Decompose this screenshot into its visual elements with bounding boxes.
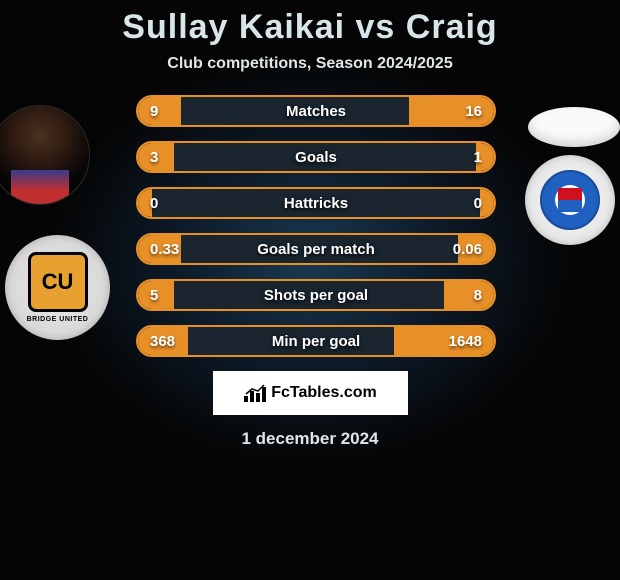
stat-fill-right: [444, 281, 494, 309]
stat-value-right: 8: [474, 287, 482, 304]
attribution-badge: FcTables.com: [213, 371, 408, 415]
stat-value-right: 1648: [449, 333, 482, 350]
stat-label: Matches: [286, 103, 346, 120]
club-right-crest: [540, 170, 600, 230]
player-avatar-left: [0, 105, 90, 205]
stat-row: 3 Goals 1: [136, 141, 496, 173]
stat-value-right: 0: [474, 195, 482, 212]
club-left-initials: CU: [28, 252, 88, 312]
stat-row: 0.33 Goals per match 0.06: [136, 233, 496, 265]
stat-value-left: 368: [150, 333, 175, 350]
club-left-name: BRIDGE UNITED: [27, 316, 89, 323]
stat-value-right: 16: [465, 103, 482, 120]
stat-value-right: 0.06: [453, 241, 482, 258]
stat-label: Hattricks: [284, 195, 348, 212]
stat-label: Min per goal: [272, 333, 360, 350]
stat-rows-container: 9 Matches 16 3 Goals 1 0 Hattricks 0 0.33 Goals pe…: [136, 95, 496, 357]
stat-value-left: 3: [150, 149, 158, 166]
stat-value-left: 0.33: [150, 241, 179, 258]
stats-area: CU BRIDGE UNITED 9 Matches 16 3 Goals 1 0 Hattr…: [0, 95, 620, 357]
club-badge-left: CU BRIDGE UNITED: [5, 235, 110, 340]
stat-row: 368 Min per goal 1648: [136, 325, 496, 357]
stat-fill-left: [138, 97, 181, 125]
stat-row: 9 Matches 16: [136, 95, 496, 127]
date-label: 1 december 2024: [0, 429, 620, 449]
club-badge-right: [525, 155, 615, 245]
main-title: Sullay Kaikai vs Craig: [0, 8, 620, 47]
stat-value-left: 9: [150, 103, 158, 120]
stat-label: Goals per match: [257, 241, 375, 258]
player-avatar-right: [528, 107, 620, 147]
stat-label: Goals: [295, 149, 337, 166]
stat-row: 5 Shots per goal 8: [136, 279, 496, 311]
stat-label: Shots per goal: [264, 287, 368, 304]
chart-icon: [243, 384, 267, 402]
stat-value-left: 5: [150, 287, 158, 304]
subtitle: Club competitions, Season 2024/2025: [0, 55, 620, 73]
stat-value-left: 0: [150, 195, 158, 212]
stat-row: 0 Hattricks 0: [136, 187, 496, 219]
stat-value-right: 1: [474, 149, 482, 166]
attribution-text: FcTables.com: [271, 384, 377, 402]
